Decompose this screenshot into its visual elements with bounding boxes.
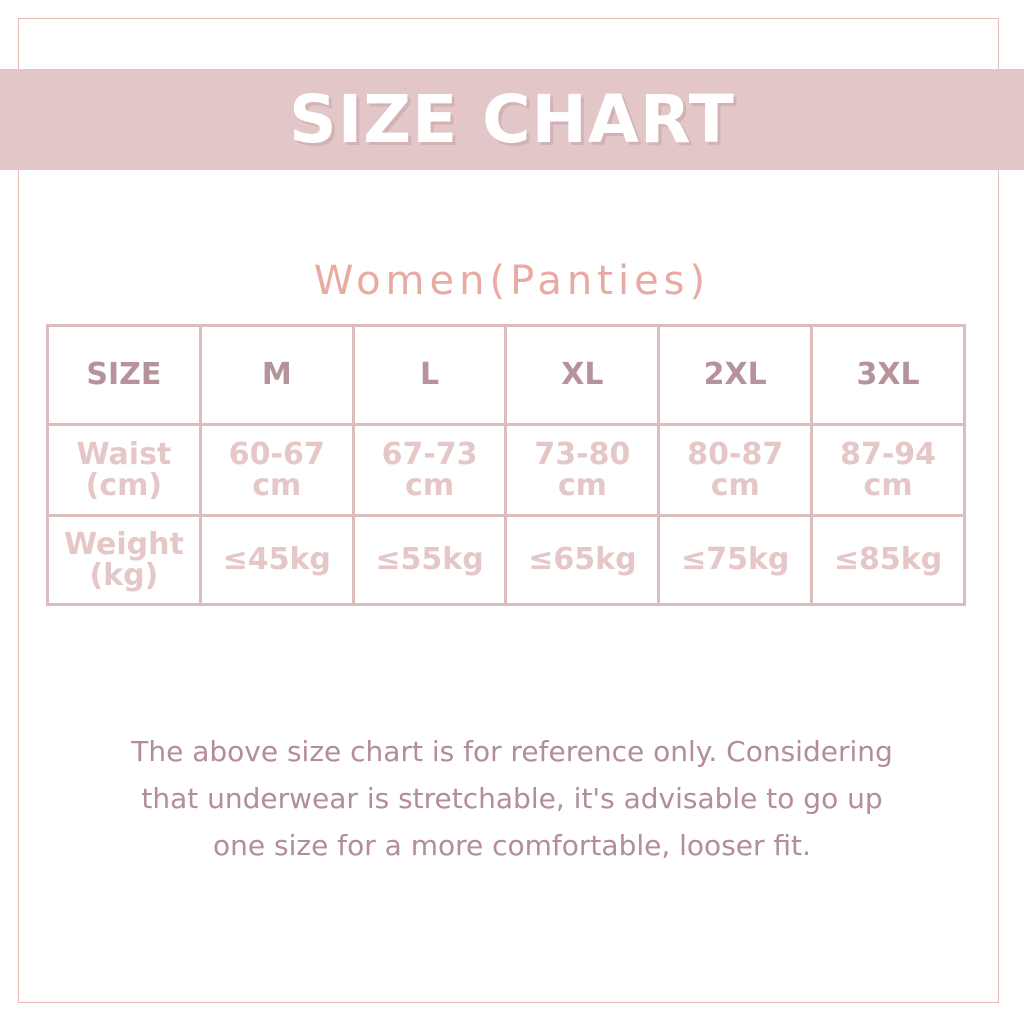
note-line: The above size chart is for reference on… [131, 735, 893, 768]
table-cell: ≤85kg [810, 514, 966, 606]
header-cell: M [198, 324, 355, 426]
table-cell: 60-67 cm [198, 423, 355, 517]
header-cell: 3XL [810, 324, 966, 426]
title-banner: SIZE CHART [0, 69, 1024, 170]
row-label-line: Weight [64, 526, 184, 562]
cell-value: 60-67 [228, 436, 325, 472]
cell-unit: cm [405, 468, 455, 503]
size-table: SIZE M L XL 2XL 3XL Waist (cm) 60-67 cm 67… [46, 324, 966, 606]
row-label-unit: (cm) [85, 468, 163, 503]
table-cell: ≤55kg [351, 514, 508, 606]
page-title: SIZE CHART [289, 81, 735, 158]
header-cell: 2XL [657, 324, 814, 426]
table-cell: ≤45kg [198, 514, 355, 606]
reference-note: The above size chart is for reference on… [40, 728, 984, 869]
outer-frame [18, 18, 999, 1003]
table-cell: 87-94 cm [810, 423, 966, 517]
header-cell: L [351, 324, 508, 426]
table-cell: ≤65kg [504, 514, 661, 606]
table-cell: 80-87 cm [657, 423, 814, 517]
cell-value: 73-80 [534, 436, 631, 472]
row-label-line: Waist [76, 436, 172, 472]
header-cell: SIZE [46, 324, 202, 426]
table-row-waist: Waist (cm) 60-67 cm 67-73 cm 73-80 cm 80-87 c… [46, 423, 966, 517]
table-cell: 73-80 cm [504, 423, 661, 517]
table-header-row: SIZE M L XL 2XL 3XL [46, 324, 966, 426]
cell-value: 87-94 [840, 436, 937, 472]
row-label: Weight (kg) [46, 514, 202, 606]
header-cell: XL [504, 324, 661, 426]
cell-unit: cm [863, 468, 913, 503]
note-line: that underwear is stretchable, it's advi… [141, 782, 883, 815]
cell-value: 67-73 [381, 436, 478, 472]
table-row-weight: Weight (kg) ≤45kg ≤55kg ≤65kg ≤75kg ≤85kg [46, 514, 966, 606]
cell-unit: cm [252, 468, 302, 503]
table-cell: 67-73 cm [351, 423, 508, 517]
note-line: one size for a more comfortable, looser … [213, 829, 811, 862]
row-label-unit: (kg) [89, 558, 159, 593]
subtitle: Women(Panties) [313, 258, 711, 304]
cell-value: 80-87 [687, 436, 784, 472]
cell-unit: cm [710, 468, 760, 503]
cell-unit: cm [557, 468, 607, 503]
table-cell: ≤75kg [657, 514, 814, 606]
row-label: Waist (cm) [46, 423, 202, 517]
